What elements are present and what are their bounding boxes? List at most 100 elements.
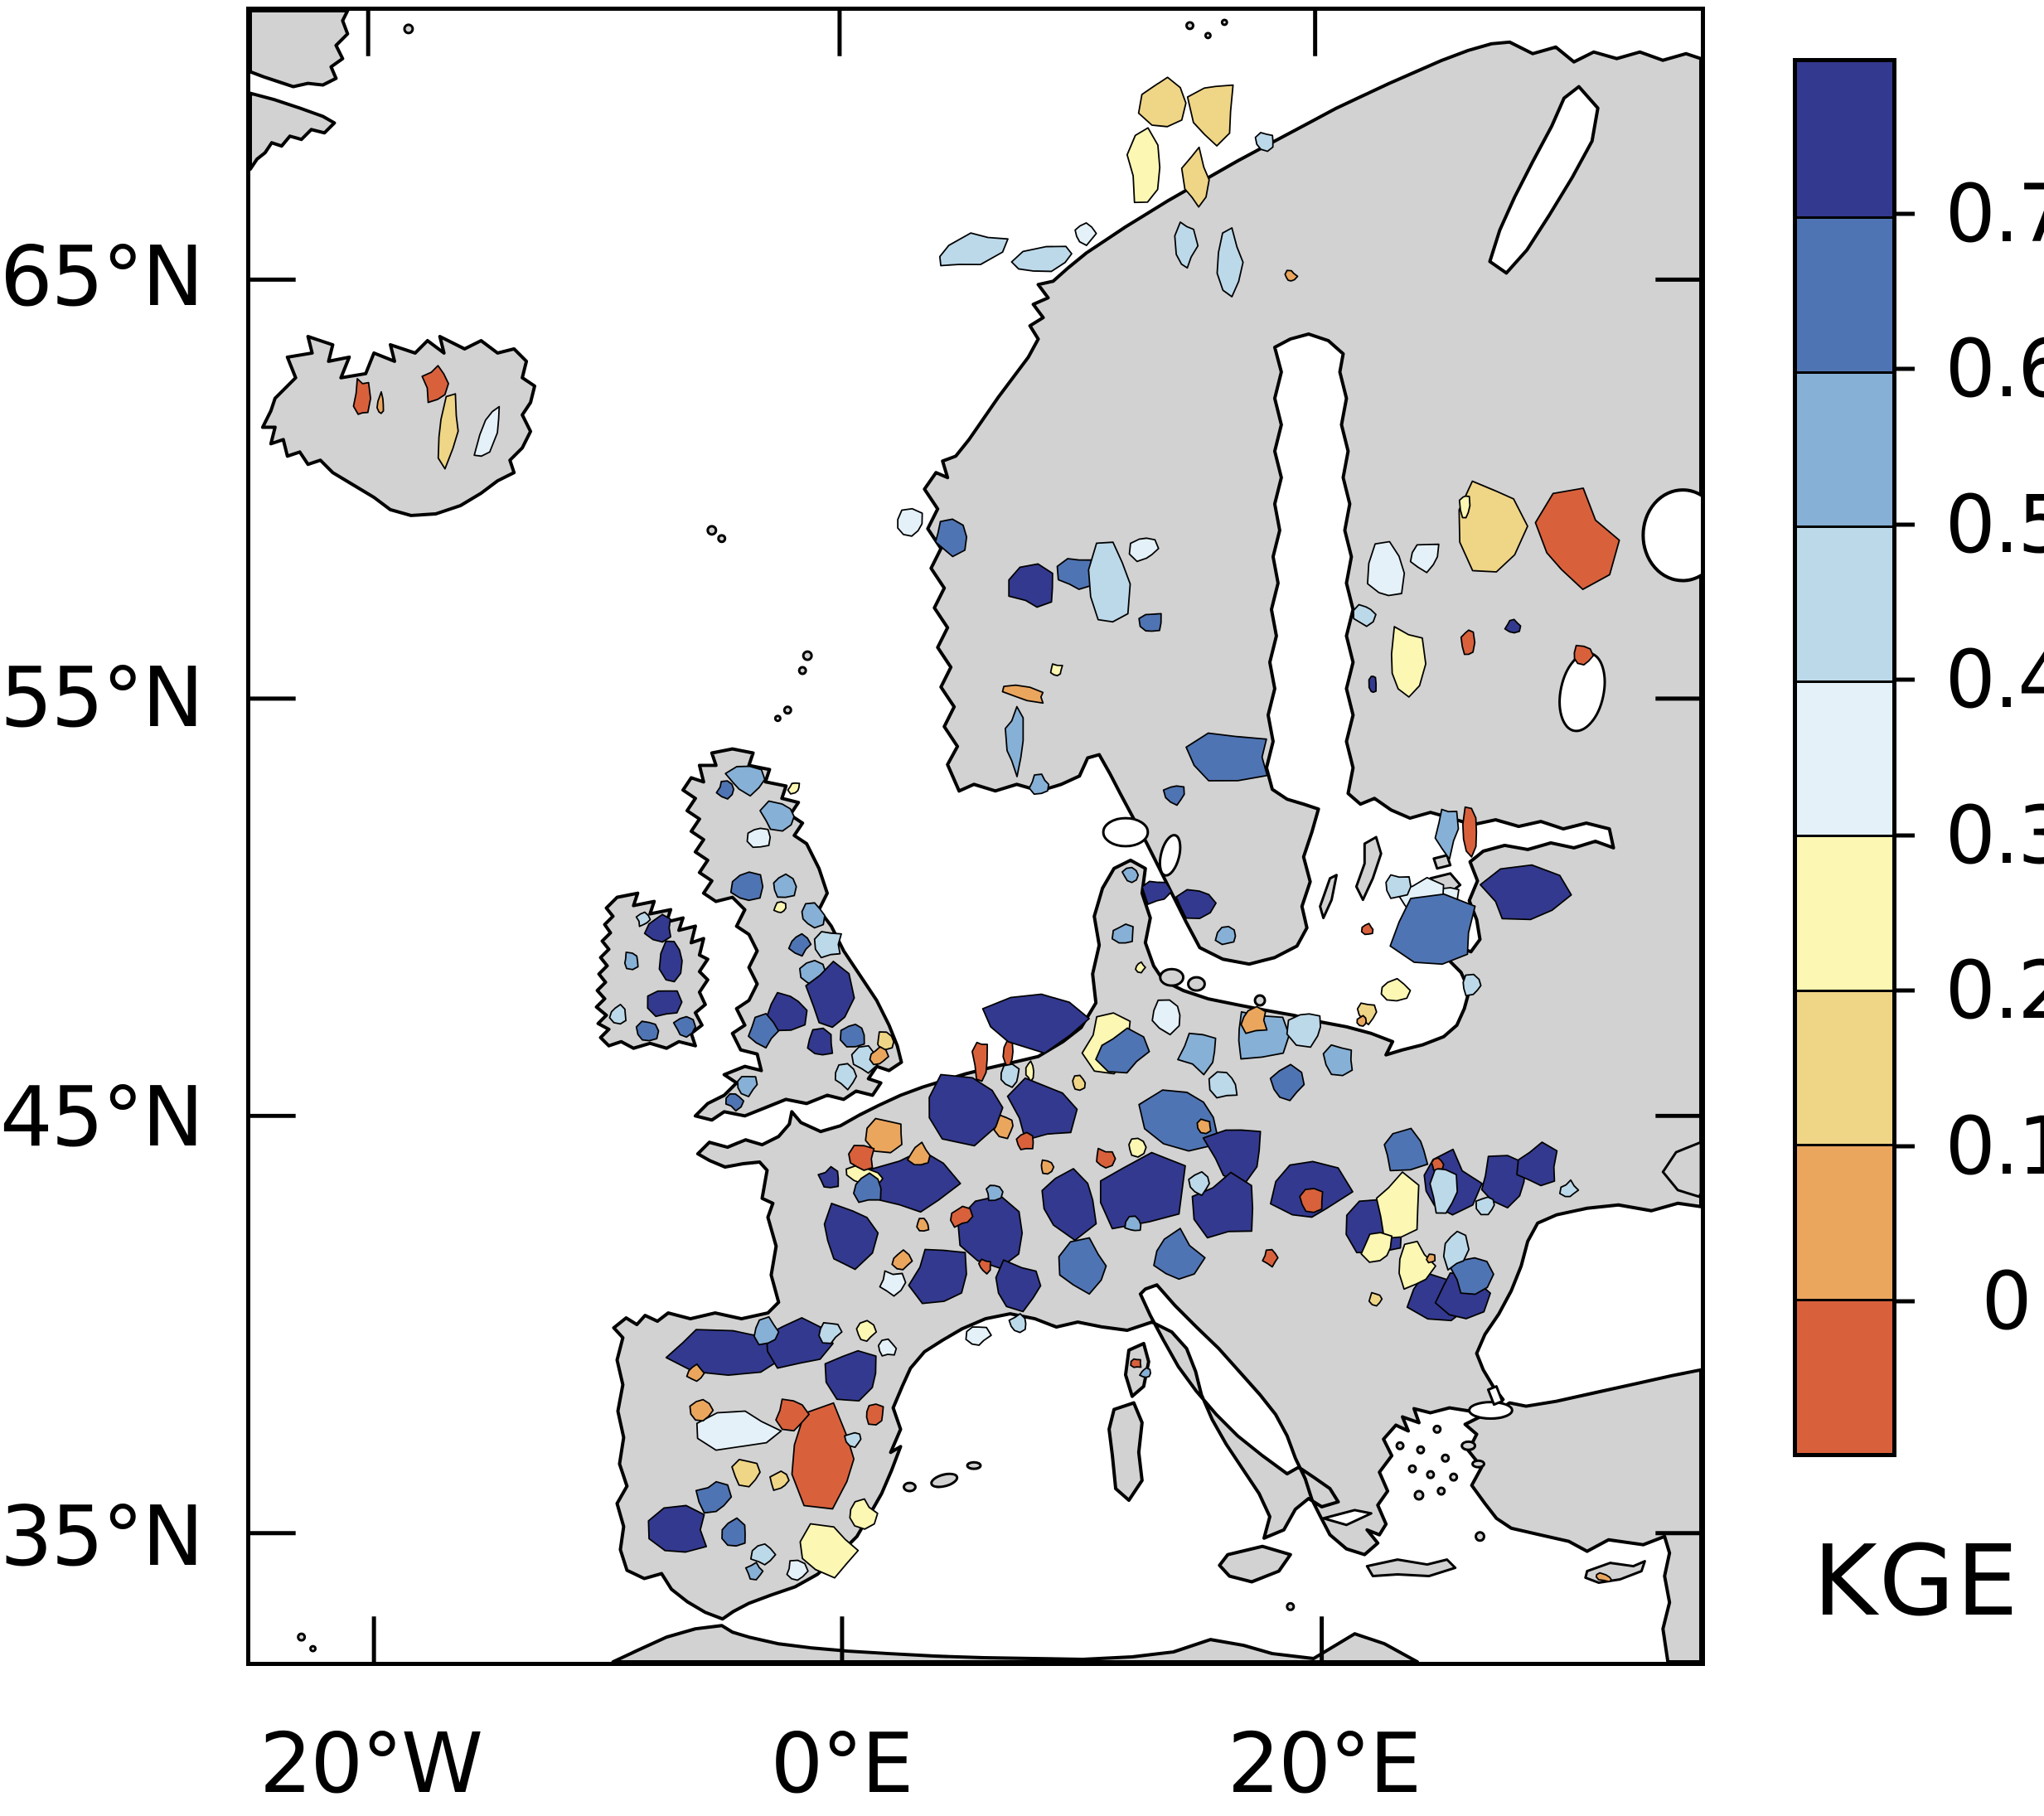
catchment-polygon xyxy=(1015,1131,1034,1150)
mallorca xyxy=(930,1472,959,1489)
catchment-polygon xyxy=(1138,1089,1220,1152)
catchment-polygon xyxy=(1360,923,1374,936)
colorbar-tick-label: 0.3 xyxy=(1945,788,2044,882)
catchment-polygon xyxy=(1208,1071,1238,1099)
catchment-polygon xyxy=(1095,1027,1150,1074)
colorbar-tick-label: 0.5 xyxy=(1945,477,2044,571)
colorbar-segment xyxy=(1797,989,1892,1145)
catchment-polygon xyxy=(1214,925,1237,946)
catchment-polygon xyxy=(1573,644,1595,666)
catchment-polygon xyxy=(1442,1230,1470,1271)
catchment-polygon xyxy=(853,1172,882,1203)
catchment-polygon xyxy=(934,518,968,558)
colorbar-tick-label: 0 xyxy=(1981,1255,2032,1349)
catchment-polygon xyxy=(421,365,449,404)
catchment-polygon xyxy=(1177,1032,1217,1076)
gulf-of-corinth xyxy=(1322,1508,1373,1527)
catchment-polygon xyxy=(823,1203,879,1271)
catchment-polygon xyxy=(1216,227,1244,298)
catchment-polygon xyxy=(1462,973,1482,997)
catchment-polygon xyxy=(1024,1060,1034,1082)
catchment-polygon xyxy=(665,1329,783,1377)
catchment-polygon xyxy=(1074,222,1097,246)
catchment-polygon xyxy=(1356,1002,1378,1026)
catchment-polygon xyxy=(1449,1257,1494,1295)
lake-ladoga xyxy=(1641,488,1701,583)
colorbar-tick xyxy=(1895,677,1915,682)
lake-vanern xyxy=(1102,816,1150,848)
catchment-polygon xyxy=(643,913,671,943)
catchment-polygon xyxy=(695,1410,782,1451)
catchment-polygon xyxy=(1375,1171,1420,1240)
colorbar-segment xyxy=(1797,1144,1892,1299)
europe-map xyxy=(250,11,1701,1662)
catchment-polygon xyxy=(938,232,1009,267)
catchment-polygon xyxy=(437,393,459,470)
catchment-polygon xyxy=(897,507,923,537)
longitude-label: 20°W xyxy=(259,1715,483,1812)
orkney xyxy=(782,705,792,715)
funen xyxy=(1187,976,1206,992)
catchment-polygon xyxy=(746,827,772,849)
catchment-polygon xyxy=(965,1326,992,1346)
atlantic-islet xyxy=(297,1632,307,1642)
catchment-polygon xyxy=(786,1559,809,1581)
lake-vattern xyxy=(1158,834,1182,877)
catchment-polygon xyxy=(715,780,735,800)
arctic-islet xyxy=(403,23,414,35)
catchment-polygon xyxy=(1096,1147,1116,1169)
catchment-polygon xyxy=(1390,626,1426,698)
shetland xyxy=(802,650,813,661)
catchment-polygon xyxy=(850,1044,884,1074)
catchment-polygon xyxy=(724,1092,745,1112)
catchment-polygon xyxy=(685,1363,705,1383)
catchment-polygon xyxy=(1049,663,1063,677)
rhodes xyxy=(1475,1531,1485,1542)
colorbar-title: KGE xyxy=(1813,1523,2020,1638)
european-mainland xyxy=(612,40,1701,1621)
colorbar-segment xyxy=(1797,370,1892,526)
catchment-polygon xyxy=(737,1075,758,1097)
catchment-polygon xyxy=(817,1165,840,1189)
catchment-polygon xyxy=(1130,1358,1142,1368)
catchment-polygon xyxy=(986,1184,1004,1202)
catchment-polygon xyxy=(879,1270,907,1297)
orkney xyxy=(773,714,782,723)
catchment-polygon xyxy=(805,961,855,1029)
catchment-polygon xyxy=(647,1504,708,1553)
catchment-polygon xyxy=(773,873,797,898)
colorbar-segment xyxy=(1797,216,1892,371)
catchment-polygon xyxy=(1138,613,1162,632)
crete xyxy=(1365,1558,1457,1578)
catchment-polygon xyxy=(995,1259,1042,1313)
sicily xyxy=(1218,1544,1292,1584)
catchment-polygon xyxy=(1299,1188,1324,1213)
arctic-islet xyxy=(1185,21,1194,31)
catchment-polygon xyxy=(695,1480,733,1514)
catchment-polygon xyxy=(818,1322,843,1344)
faroe-islands xyxy=(706,525,718,536)
aegean-islet xyxy=(1413,1489,1425,1501)
catchment-polygon xyxy=(1398,1240,1436,1291)
catchment-polygon xyxy=(1126,127,1161,204)
catchment-layer xyxy=(352,76,1620,1583)
catchment-polygon xyxy=(1028,773,1050,796)
catchment-polygon xyxy=(352,377,371,415)
catchment-polygon xyxy=(689,1398,714,1422)
aegean-islet xyxy=(1395,1441,1405,1450)
catchment-polygon xyxy=(1458,480,1528,573)
catchment-polygon xyxy=(744,1562,764,1581)
catchment-polygon xyxy=(1006,1077,1078,1141)
catchment-polygon xyxy=(1141,880,1173,905)
catchment-polygon xyxy=(672,1015,697,1039)
greenland-coast xyxy=(250,11,350,89)
catchment-polygon xyxy=(891,1249,913,1271)
colorbar-tick xyxy=(1895,522,1915,527)
colorbar-tick-label: 0.7 xyxy=(1945,167,2044,260)
catchment-polygon xyxy=(849,1498,879,1530)
catchment-polygon xyxy=(1175,889,1217,919)
catchment-polygon xyxy=(1174,221,1199,269)
catchment-polygon xyxy=(1380,977,1412,1002)
catchment-polygon xyxy=(749,1542,777,1566)
catchment-polygon xyxy=(787,782,801,795)
